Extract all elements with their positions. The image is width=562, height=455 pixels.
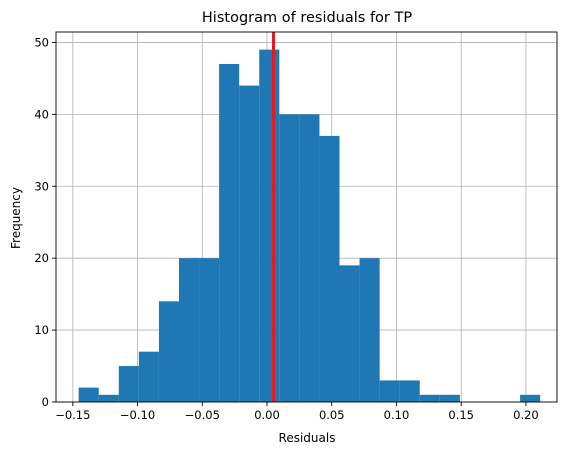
x-tick-label: 0.00 — [254, 408, 280, 422]
x-tick-label: 0.20 — [513, 408, 539, 422]
histogram-bar — [118, 366, 139, 402]
y-tick-label: 20 — [34, 251, 49, 265]
histogram-bar — [419, 394, 440, 402]
x-tick-label: −0.10 — [120, 408, 155, 422]
histogram-bar — [399, 380, 420, 402]
histogram-bar — [78, 387, 99, 402]
y-axis-ticks: 0 10 20 30 40 50 — [34, 35, 56, 409]
x-tick-label: 0.05 — [319, 408, 345, 422]
histogram-bar — [259, 49, 280, 402]
histogram-bar — [299, 114, 320, 403]
plot-frame — [55, 31, 558, 403]
x-axis-ticks: −0.15 −0.10 −0.05 0.00 0.05 0.10 0.15 0.20 — [55, 402, 539, 422]
y-tick-label: 10 — [34, 323, 49, 337]
histogram-bar — [158, 301, 179, 402]
y-axis-label: Frequency — [9, 187, 23, 249]
chart-title: Histogram of residuals for TP — [202, 10, 412, 26]
y-tick-label: 30 — [34, 179, 49, 193]
histogram-bar — [98, 394, 119, 402]
x-tick-label: −0.15 — [55, 408, 90, 422]
x-tick-label: 0.10 — [384, 408, 410, 422]
y-tick-label: 0 — [42, 395, 49, 409]
y-tick-label: 50 — [34, 35, 49, 49]
y-tick-label: 40 — [34, 107, 49, 121]
histogram-bar — [359, 258, 380, 402]
x-tick-label: 0.15 — [448, 408, 474, 422]
x-tick-label: −0.05 — [185, 408, 220, 422]
histogram-bars — [78, 49, 541, 403]
histogram-bar — [339, 265, 360, 402]
histogram-bar — [319, 135, 340, 402]
histogram-bar — [279, 114, 300, 403]
histogram-bar — [520, 394, 541, 402]
histogram-bar — [379, 380, 400, 402]
histogram-bar — [178, 258, 200, 402]
histogram-bar — [219, 64, 240, 402]
histogram-bar — [439, 394, 460, 402]
x-axis-label: Residuals — [279, 431, 336, 445]
histogram-bar — [199, 258, 220, 402]
histogram-bar — [138, 351, 159, 402]
histogram-bar — [239, 85, 260, 402]
